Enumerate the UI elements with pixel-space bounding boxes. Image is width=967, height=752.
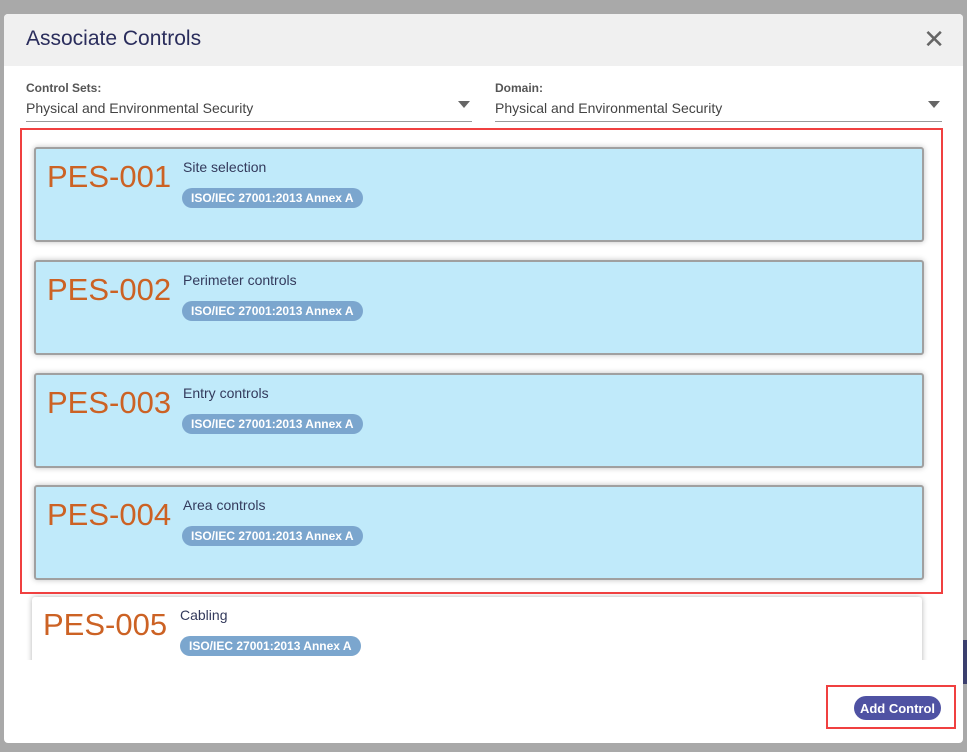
control-code: PES-004 — [47, 497, 172, 532]
control-code: PES-001 — [47, 159, 172, 194]
control-card[interactable]: PES-002 Perimeter controls ISO/IEC 27001… — [34, 260, 924, 355]
dropdown-arrow-icon[interactable] — [928, 101, 940, 108]
control-card[interactable]: PES-004 Area controls ISO/IEC 27001:2013… — [34, 485, 924, 580]
control-sets-select[interactable]: Control Sets: Physical and Environmental… — [26, 79, 472, 122]
domain-label: Domain: — [495, 81, 543, 95]
control-name: Entry controls — [183, 385, 269, 401]
framework-badge: ISO/IEC 27001:2013 Annex A — [182, 188, 363, 208]
control-code: PES-002 — [47, 272, 172, 307]
control-code: PES-003 — [47, 385, 172, 420]
control-card[interactable]: PES-005 Cabling ISO/IEC 27001:2013 Annex… — [32, 597, 922, 660]
control-sets-label: Control Sets: — [26, 81, 102, 95]
domain-select[interactable]: Domain: Physical and Environmental Secur… — [495, 79, 942, 122]
close-icon[interactable]: ✕ — [923, 24, 945, 54]
control-card[interactable]: PES-003 Entry controls ISO/IEC 27001:201… — [34, 373, 924, 468]
control-name: Area controls — [183, 497, 266, 513]
control-sets-value: Physical and Environmental Security — [26, 100, 254, 116]
dialog-title: Associate Controls — [26, 27, 202, 50]
control-name: Perimeter controls — [183, 272, 297, 288]
framework-badge: ISO/IEC 27001:2013 Annex A — [182, 301, 363, 321]
framework-badge: ISO/IEC 27001:2013 Annex A — [182, 414, 363, 434]
dropdown-arrow-icon[interactable] — [458, 101, 470, 108]
associate-controls-dialog: Associate Controls ✕ Control Sets: Physi… — [4, 14, 963, 743]
control-code: PES-005 — [43, 607, 168, 642]
control-name: Cabling — [180, 607, 228, 623]
control-name: Site selection — [183, 159, 267, 175]
dialog-header: Associate Controls ✕ — [4, 14, 963, 66]
control-card[interactable]: PES-001 Site selection ISO/IEC 27001:201… — [34, 147, 924, 242]
domain-value: Physical and Environmental Security — [495, 100, 723, 116]
add-control-button[interactable]: Add Control — [854, 696, 941, 720]
framework-badge: ISO/IEC 27001:2013 Annex A — [180, 636, 361, 656]
controls-list: PES-001 Site selection ISO/IEC 27001:201… — [20, 126, 942, 660]
framework-badge: ISO/IEC 27001:2013 Annex A — [182, 526, 363, 546]
